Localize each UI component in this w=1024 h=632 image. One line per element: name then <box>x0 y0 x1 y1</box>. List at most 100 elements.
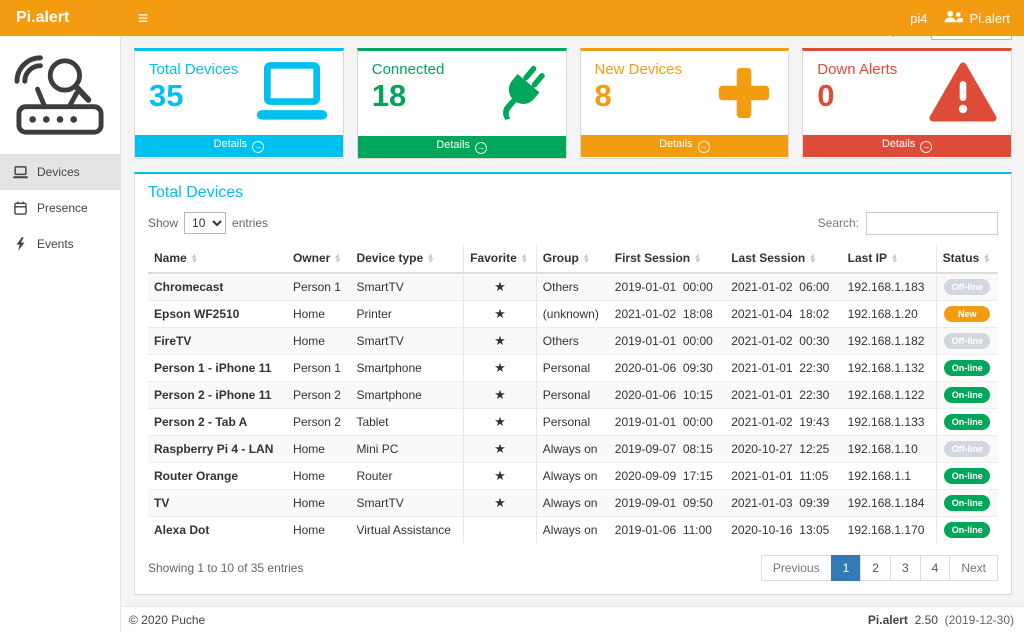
device-name-link[interactable]: Person 1 - iPhone 11 <box>148 353 287 381</box>
first-session: 2019-01-01 00:00 <box>608 326 726 354</box>
last-ip: 192.168.1.184 <box>841 488 937 516</box>
status-badge: On-line <box>944 521 991 538</box>
favorite-star-icon: ★ <box>494 440 506 456</box>
favorite-star-icon: ★ <box>494 494 506 510</box>
first-session: 2019-01-01 00:00 <box>608 272 726 300</box>
device-name-link[interactable]: Person 2 - iPhone 11 <box>148 380 287 408</box>
sort-icon: ▴ ▾ <box>892 251 897 266</box>
sort-icon: ▴ ▾ <box>695 251 700 266</box>
device-name-link[interactable]: TV <box>148 488 287 516</box>
sidebar-toggle-button[interactable]: ≡ <box>121 0 165 36</box>
column-header-status[interactable]: Status ▴ ▾ <box>935 243 998 274</box>
stat-cards: Total Devices 35 Details → Connected 18 <box>134 48 1012 159</box>
column-header-last-session[interactable]: Last Session ▴ ▾ <box>725 243 842 274</box>
column-header-device-type[interactable]: Device type ▴ ▾ <box>350 243 464 274</box>
favorite-star-icon: ★ <box>494 413 506 429</box>
device-type: SmartTV <box>350 326 464 354</box>
first-session: 2019-09-07 08:15 <box>608 434 726 462</box>
pagination-next[interactable]: Next <box>949 554 998 581</box>
search-label: Search: <box>817 216 859 230</box>
last-session: 2021-01-01 22:30 <box>725 353 842 381</box>
device-type: Virtual Assistance <box>350 515 464 543</box>
device-name-link[interactable]: Epson WF2510 <box>148 299 287 327</box>
table-row[interactable]: FireTV Home SmartTV ★ Others 2019-01-01 … <box>148 326 998 354</box>
device-name-link[interactable]: FireTV <box>148 326 287 354</box>
pagination-page-1[interactable]: 1 <box>830 554 862 581</box>
sidebar-item-presence[interactable]: Presence <box>0 190 120 226</box>
pagination-page-3[interactable]: 3 <box>889 554 921 581</box>
table-row[interactable]: Person 1 - iPhone 11 Person 1 Smartphone… <box>148 353 998 381</box>
hamburger-icon: ≡ <box>137 7 149 28</box>
column-header-first-session[interactable]: First Session ▴ ▾ <box>608 243 726 274</box>
table-row[interactable]: TV Home SmartTV ★ Always on 2019-09-01 0… <box>148 488 998 516</box>
panel-title: Total Devices <box>148 183 244 201</box>
table-row[interactable]: Person 2 - Tab A Person 2 Tablet ★ Perso… <box>148 407 998 435</box>
column-header-last-ip[interactable]: Last IP ▴ ▾ <box>841 243 937 274</box>
sidebar-item-events[interactable]: Events <box>0 226 120 262</box>
last-session: 2021-01-03 09:39 <box>725 488 842 516</box>
card-details-button[interactable]: Details → <box>580 135 789 157</box>
column-header-group[interactable]: Group ▴ ▾ <box>536 243 609 274</box>
sort-icon: ▴ ▾ <box>191 251 196 266</box>
device-group: Personal <box>536 353 609 381</box>
device-name-link[interactable]: Chromecast <box>148 272 287 300</box>
column-header-owner[interactable]: Owner ▴ ▾ <box>286 243 351 274</box>
device-name-link[interactable]: Alexa Dot <box>148 515 287 543</box>
favorite-star-icon: ★ <box>494 305 506 321</box>
arrow-circle-icon: → <box>920 140 933 153</box>
pagination-page-4[interactable]: 4 <box>919 554 951 581</box>
device-table-body: Chromecast Person 1 SmartTV ★ Others 201… <box>148 272 998 543</box>
laptop-icon <box>255 61 329 129</box>
device-group: Personal <box>536 380 609 408</box>
user-label: Pi.alert <box>969 10 1010 26</box>
card-value: 0 <box>817 78 835 113</box>
last-session: 2020-10-27 12:25 <box>725 434 842 462</box>
sort-icon: ▴ ▾ <box>428 251 433 266</box>
table-row[interactable]: Alexa Dot Home Virtual Assistance Always… <box>148 515 998 543</box>
column-header-name[interactable]: Name ▴ ▾ <box>148 243 287 274</box>
first-session: 2020-01-06 10:15 <box>608 380 726 408</box>
device-name-link[interactable]: Router Orange <box>148 461 287 489</box>
search-input[interactable] <box>866 211 998 235</box>
plus-icon <box>714 63 774 128</box>
device-group: Always on <box>536 515 609 543</box>
device-group: Always on <box>536 461 609 489</box>
device-type: Router <box>350 461 464 489</box>
card-details-button[interactable]: Details → <box>803 135 1011 157</box>
last-ip: 192.168.1.183 <box>841 272 937 300</box>
sidebar-item-devices[interactable]: Devices <box>0 154 120 190</box>
devices-table: Name ▴ ▾ Owner ▴ ▾ Device type ▴ ▾ Favorite ▴ ▾ … <box>148 243 998 543</box>
sort-icon: ▴ ▾ <box>583 251 588 266</box>
device-name-link[interactable]: Person 2 - Tab A <box>148 407 287 435</box>
column-header-favorite[interactable]: Favorite ▴ ▾ <box>463 243 537 274</box>
user-menu[interactable]: Pi.alert <box>944 10 1010 26</box>
sort-icon: ▴ ▾ <box>521 251 526 266</box>
card-value: 8 <box>594 78 612 113</box>
pagination-page-2[interactable]: 2 <box>860 554 891 581</box>
device-name-link[interactable]: Raspberry Pi 4 - LAN <box>148 434 287 462</box>
sidebar-item-label: Events <box>37 237 74 251</box>
warning-icon <box>929 62 997 129</box>
device-owner: Person 2 <box>286 380 351 408</box>
card-down-alerts: Down Alerts 0 Details → <box>802 48 1012 159</box>
sidebar-item-label: Devices <box>37 165 80 179</box>
table-row[interactable]: Raspberry Pi 4 - LAN Home Mini PC ★ Alwa… <box>148 434 998 462</box>
last-session: 2021-01-04 18:02 <box>725 299 842 327</box>
table-row[interactable]: Router Orange Home Router ★ Always on 20… <box>148 461 998 489</box>
device-owner: Home <box>286 488 351 516</box>
card-value: 35 <box>149 78 184 113</box>
card-details-button[interactable]: Details → <box>357 136 566 158</box>
card-details-button[interactable]: Details → <box>135 135 343 157</box>
device-owner: Person 1 <box>286 353 351 381</box>
first-session: 2019-01-06 11:00 <box>608 515 726 543</box>
device-owner: Person 2 <box>286 407 351 435</box>
status-badge: Off-line <box>944 278 991 295</box>
favorite-star-icon: ★ <box>494 332 506 348</box>
table-row[interactable]: Chromecast Person 1 SmartTV ★ Others 201… <box>148 272 998 300</box>
table-row[interactable]: Epson WF2510 Home Printer ★ (unknown) 20… <box>148 299 998 327</box>
brand-logo[interactable]: Pi.alert <box>16 9 70 26</box>
page-length-select[interactable]: 10 <box>184 212 227 234</box>
top-navbar: Pi.alert ≡ pi4 Pi.alert <box>0 0 1024 36</box>
table-row[interactable]: Person 2 - iPhone 11 Person 2 Smartphone… <box>148 380 998 408</box>
pagination-previous[interactable]: Previous <box>760 554 832 581</box>
